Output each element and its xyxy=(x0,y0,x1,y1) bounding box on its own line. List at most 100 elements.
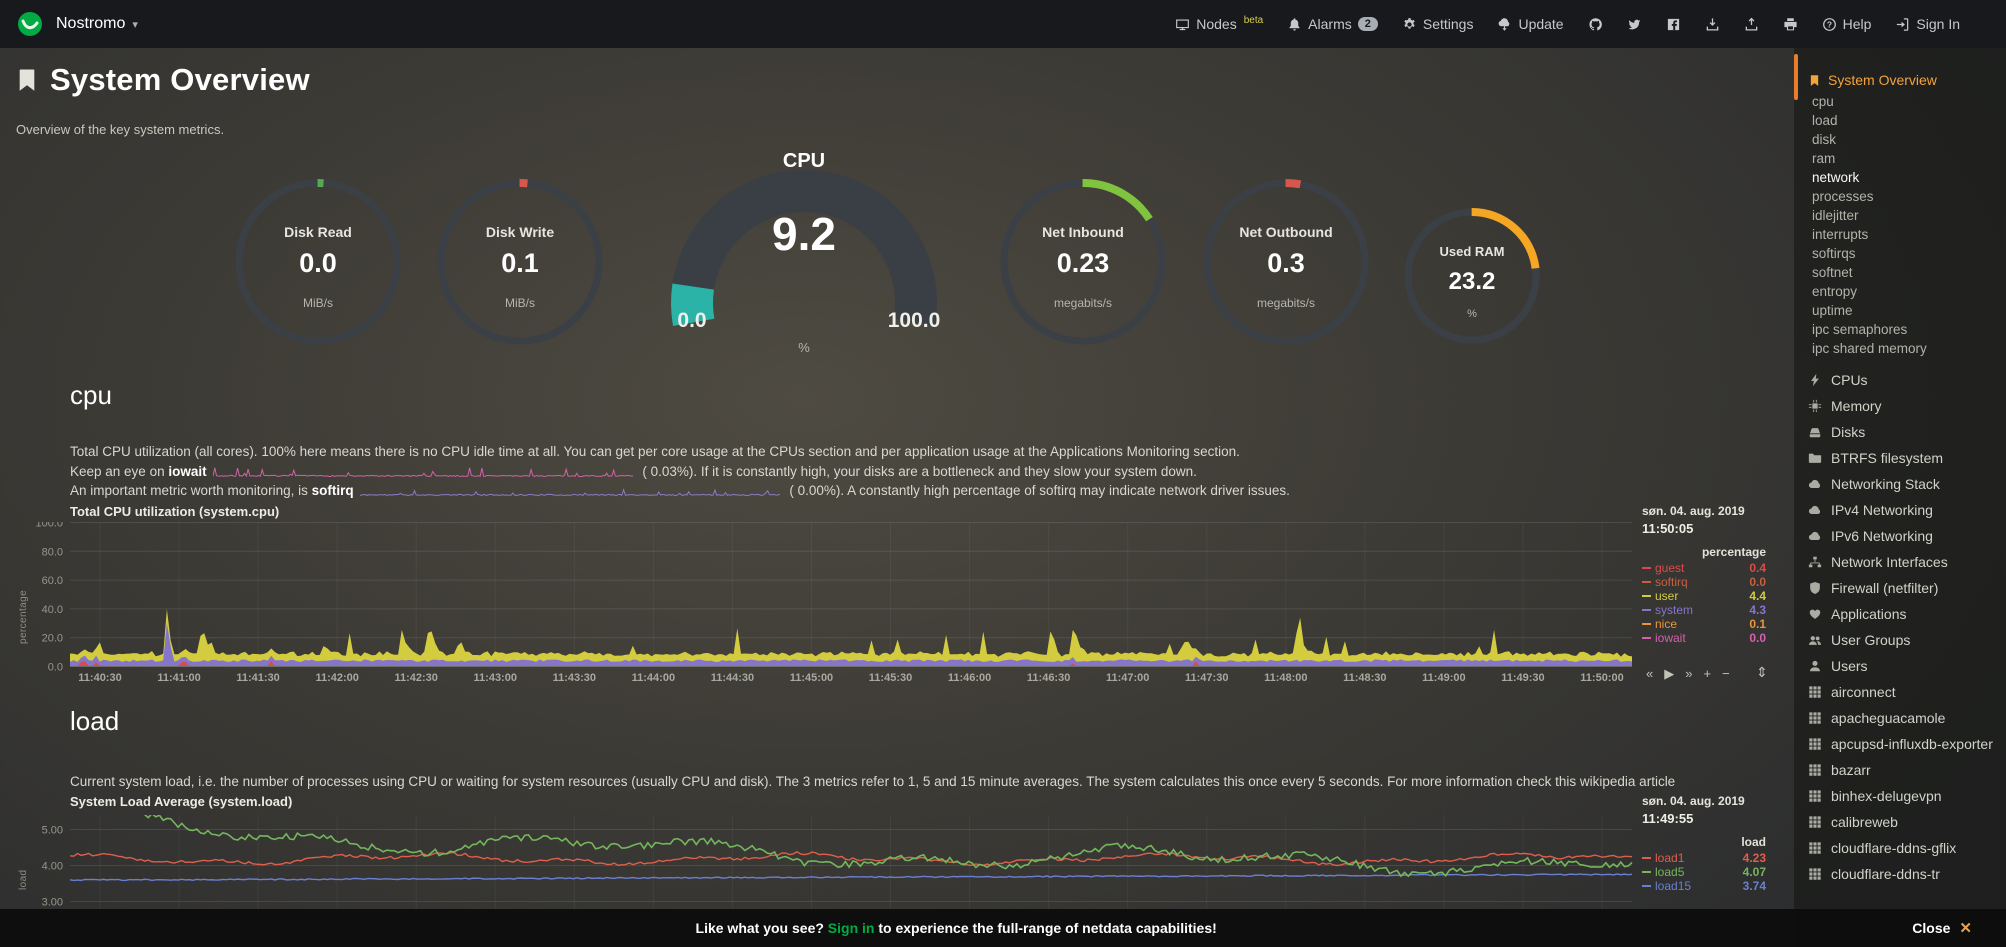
sidebar-section-item[interactable]: IPv4 Networking xyxy=(1808,497,2006,523)
sidebar-section-item[interactable]: bazarr xyxy=(1808,757,2006,783)
legend-row[interactable]: guest 0.4 xyxy=(1642,561,1766,575)
legend-units: percentage xyxy=(1701,545,1766,559)
sidebar-subitem[interactable]: network xyxy=(1812,170,1860,185)
sidebar-section-item[interactable]: apacheguacamole xyxy=(1808,705,2006,731)
gauge-title: Net Inbound xyxy=(1042,224,1124,240)
sign-in-link[interactable]: Sign in xyxy=(827,920,875,936)
sidebar-section-item[interactable]: Users xyxy=(1808,653,2006,679)
sidebar-section-item[interactable]: cloudflare-ddns-tr xyxy=(1808,861,2006,887)
sidebar-subitem[interactable]: softnet xyxy=(1812,265,1853,280)
sidebar-subitem[interactable]: load xyxy=(1812,113,1838,128)
legend-row[interactable]: user 4.4 xyxy=(1642,589,1766,603)
chart-resize-handle[interactable]: ⇕ xyxy=(1756,664,1768,680)
gauge-value: 0.23 xyxy=(1056,248,1110,278)
alarms-count-badge: 2 xyxy=(1357,17,1378,31)
gauge-disk-write[interactable]: Disk Write 0.1 MiB/s xyxy=(434,176,606,348)
legend-row[interactable]: load15 3.74 xyxy=(1642,879,1766,893)
legend-row[interactable]: system 4.3 xyxy=(1642,603,1766,617)
sidebar-section-item[interactable]: Network Interfaces xyxy=(1808,549,2006,575)
svg-text:4.00: 4.00 xyxy=(42,861,63,873)
zoom-out-button[interactable]: − xyxy=(1722,666,1730,681)
sidebar-subitem[interactable]: processes xyxy=(1812,189,1874,204)
section-icon xyxy=(1808,451,1822,465)
help-button[interactable]: Help xyxy=(1822,16,1871,32)
sidebar-section-item[interactable]: BTRFS filesystem xyxy=(1808,445,2006,471)
gauge-used-ram[interactable]: Used RAM 23.2 % xyxy=(1398,202,1546,350)
sidebar-subitem[interactable]: ipc semaphores xyxy=(1812,322,1908,337)
main-content: System Overview Overview of the key syst… xyxy=(0,48,1794,947)
gauge-value: 0.1 xyxy=(501,248,539,278)
svg-text:11:46:30: 11:46:30 xyxy=(1027,672,1070,684)
pan-forward-button[interactable]: » xyxy=(1685,666,1693,681)
gauge-disk-read[interactable]: Disk Read 0.0 MiB/s xyxy=(232,176,404,348)
svg-text:11:42:30: 11:42:30 xyxy=(394,672,437,684)
section-icon xyxy=(1808,789,1822,803)
settings-button[interactable]: Settings xyxy=(1402,16,1473,32)
twitter-button[interactable] xyxy=(1627,17,1642,32)
sidebar-section-item[interactable]: CPUs xyxy=(1808,367,2006,393)
sidebar-section-item[interactable]: IPv6 Networking xyxy=(1808,523,2006,549)
sidebar-item-system-overview[interactable]: System Overview xyxy=(1808,72,2006,88)
sidebar-subitem[interactable]: softirqs xyxy=(1812,246,1856,261)
sidebar-section-item[interactable]: Applications xyxy=(1808,601,2006,627)
load-description: Current system load, i.e. the number of … xyxy=(70,772,1675,792)
svg-text:0.0: 0.0 xyxy=(48,662,63,674)
netdata-logo[interactable] xyxy=(16,10,44,38)
gauge-cpu[interactable]: CPU 9.2 0.0 100.0 % xyxy=(654,150,954,362)
sidebar-subitem[interactable]: idlejitter xyxy=(1812,208,1859,223)
sidebar-section-item[interactable]: Memory xyxy=(1808,393,2006,419)
svg-text:5.00: 5.00 xyxy=(42,825,63,837)
sidebar-subitem[interactable]: ram xyxy=(1812,151,1836,166)
alarms-button[interactable]: Alarms 2 xyxy=(1287,16,1378,32)
hostname-dropdown[interactable]: Nostromo ▾ xyxy=(56,15,138,33)
softirq-sparkline[interactable] xyxy=(359,484,780,497)
sidebar-section-item[interactable]: User Groups xyxy=(1808,627,2006,653)
sidebar-subitem[interactable]: disk xyxy=(1812,132,1837,147)
play-button[interactable]: ▶ xyxy=(1664,666,1675,681)
wikipedia-link[interactable]: Current system load, i.e. the number of … xyxy=(70,774,1676,789)
legend-row[interactable]: load5 4.07 xyxy=(1642,865,1766,879)
sidebar-subitem[interactable]: cpu xyxy=(1812,94,1834,109)
facebook-button[interactable] xyxy=(1666,17,1681,32)
sign-in-icon xyxy=(1895,17,1910,32)
legend-row[interactable]: nice 0.1 xyxy=(1642,617,1766,631)
legend-row[interactable]: softirq 0.0 xyxy=(1642,575,1766,589)
zoom-in-button[interactable]: + xyxy=(1703,666,1712,681)
load-chart[interactable]: 5.00 4.00 3.00 xyxy=(8,815,1638,947)
export-snapshot-button[interactable] xyxy=(1744,17,1759,32)
sign-in-button[interactable]: Sign In xyxy=(1895,16,1960,32)
banner-close-button[interactable]: Close ✕ xyxy=(1912,920,1972,937)
sidebar-subitem[interactable]: uptime xyxy=(1812,303,1853,318)
sidebar-subitem[interactable]: ipc shared memory xyxy=(1812,341,1927,356)
nodes-button[interactable]: Nodes beta xyxy=(1175,15,1263,32)
sidebar-section-item[interactable]: Firewall (netfilter) xyxy=(1808,575,2006,601)
gauge-net-outbound[interactable]: Net Outbound 0.3 megabits/s xyxy=(1200,176,1372,348)
update-button[interactable]: Update xyxy=(1497,16,1564,32)
section-icon xyxy=(1808,737,1822,751)
legend-row[interactable]: load1 4.23 xyxy=(1642,851,1766,865)
load-chart-ylabel: load xyxy=(18,869,29,890)
sidebar-section-item[interactable]: cloudflare-ddns-gflix xyxy=(1808,835,2006,861)
bookmark-icon xyxy=(1808,74,1821,87)
sidebar-scrollbar[interactable] xyxy=(1794,54,1798,100)
gauge-net-inbound[interactable]: Net Inbound 0.23 megabits/s xyxy=(997,176,1169,348)
import-snapshot-button[interactable] xyxy=(1705,17,1720,32)
legend-swatch xyxy=(1642,871,1651,873)
print-button[interactable] xyxy=(1783,17,1798,32)
svg-text:100.0: 100.0 xyxy=(35,522,63,530)
cpu-description: Total CPU utilization (all cores). 100% … xyxy=(70,444,1290,499)
github-button[interactable] xyxy=(1588,17,1603,32)
sidebar-section-item[interactable]: binhex-delugevpn xyxy=(1808,783,2006,809)
sidebar-section-item[interactable]: Disks xyxy=(1808,419,2006,445)
sidebar-subitem[interactable]: entropy xyxy=(1812,284,1858,299)
sidebar-section-item[interactable]: airconnect xyxy=(1808,679,2006,705)
pan-back-button[interactable]: « xyxy=(1646,666,1654,681)
gauge-value: 9.2 xyxy=(772,208,836,260)
sidebar-subitem[interactable]: interrupts xyxy=(1812,227,1869,242)
sidebar-section-item[interactable]: calibreweb xyxy=(1808,809,2006,835)
legend-row[interactable]: iowait 0.0 xyxy=(1642,631,1766,645)
sidebar-section-item[interactable]: apcupsd-influxdb-exporter xyxy=(1808,731,2006,757)
cpu-chart[interactable]: 100.0 80.0 60.0 40.0 20.0 0.0 11:40:30 11:41:00… xyxy=(8,522,1638,688)
iowait-sparkline[interactable] xyxy=(212,465,633,478)
sidebar-section-item[interactable]: Networking Stack xyxy=(1808,471,2006,497)
